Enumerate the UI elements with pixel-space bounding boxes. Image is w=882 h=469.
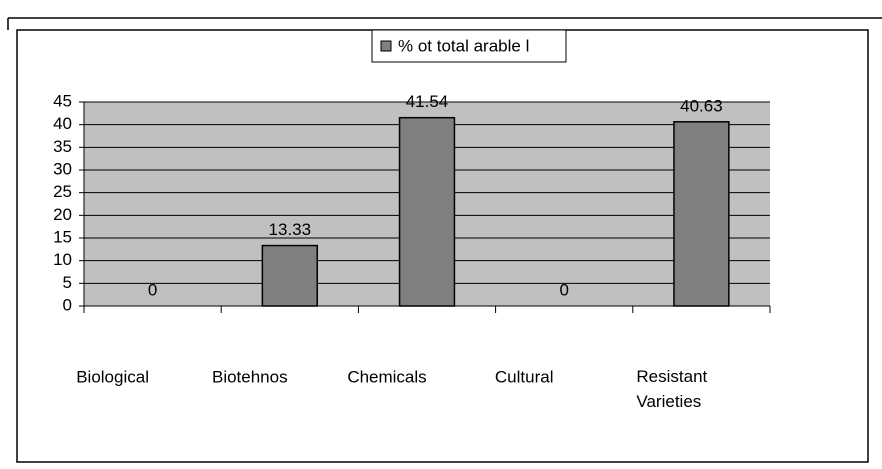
data-label: 0	[148, 280, 157, 299]
data-label: 13.33	[269, 220, 312, 239]
y-tick-label: 40	[53, 114, 72, 133]
plot-area: 0 5 10 15 20 25 30 35 40 45 0 Biological 13.33 Bioteh…	[53, 91, 771, 411]
data-label: 0	[559, 280, 568, 299]
x-tick-label: Chemicals	[347, 367, 426, 386]
y-tick-label: 5	[63, 273, 72, 292]
x-tick-label: Cultural	[495, 367, 554, 386]
y-tick-label: 45	[53, 91, 72, 110]
y-tick-label: 0	[63, 295, 72, 314]
y-tick-label: 30	[53, 159, 72, 178]
legend-label: % ot total arable l	[398, 36, 529, 55]
data-label: 40.63	[680, 96, 723, 115]
x-tick-label: Resistant Varieties	[636, 367, 707, 411]
y-tick-label: 20	[53, 205, 72, 224]
y-tick-label: 15	[53, 227, 72, 246]
y-tick-label: 35	[53, 137, 72, 156]
y-tick-label: 10	[53, 250, 72, 269]
y-tick-label: 25	[53, 182, 72, 201]
bar	[398, 116, 456, 307]
legend-swatch	[380, 40, 392, 52]
x-tick-label: Biological	[76, 367, 149, 386]
bar	[261, 244, 318, 307]
data-label: 41.54	[406, 92, 449, 111]
legend-box	[371, 29, 567, 63]
x-tick-label: Biotehnos	[212, 367, 288, 386]
bar	[673, 121, 730, 307]
